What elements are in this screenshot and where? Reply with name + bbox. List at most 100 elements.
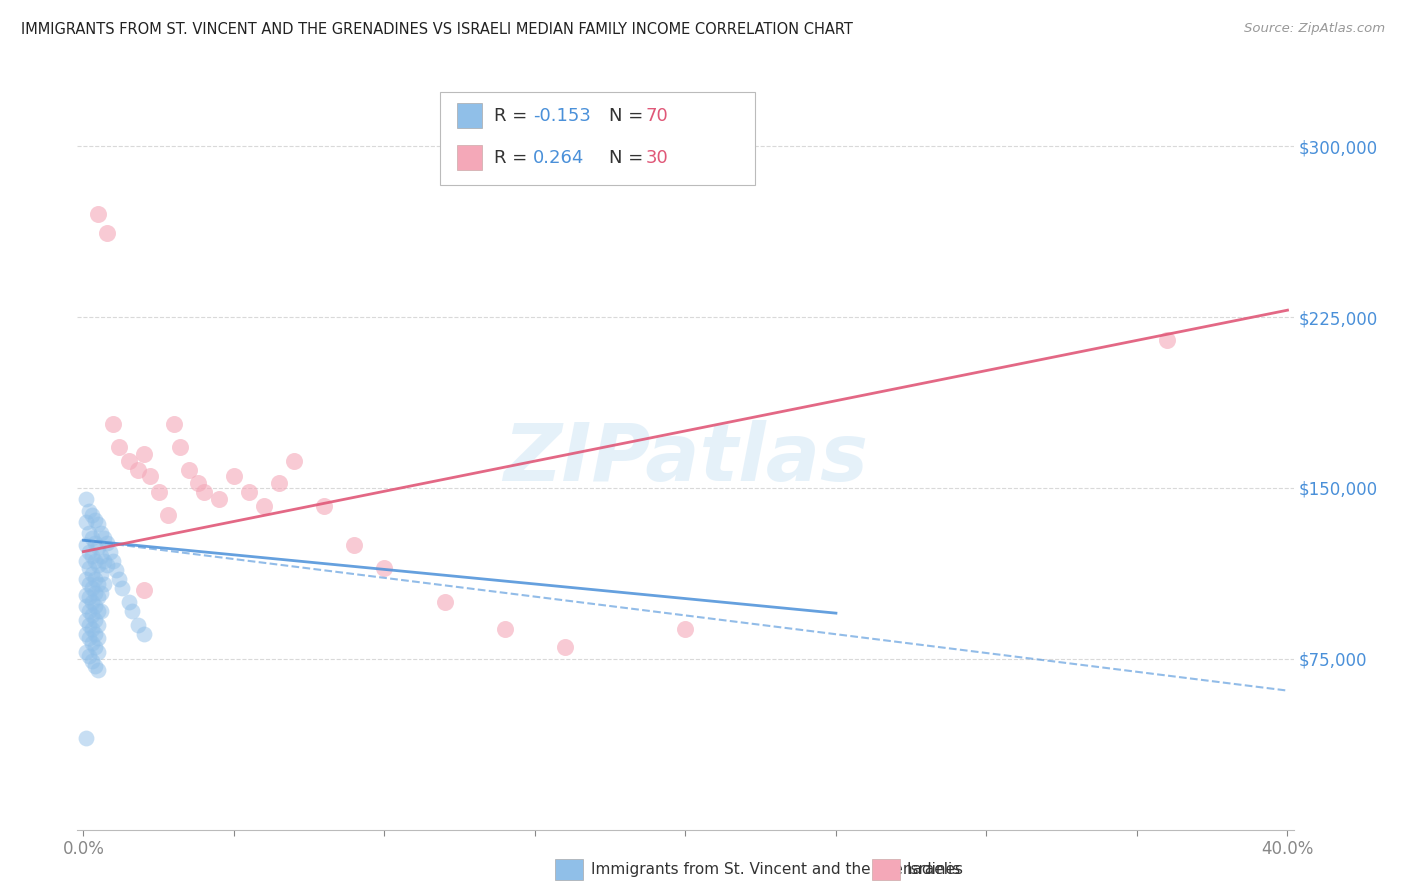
Point — [75, 492, 97, 507]
Point — [93, 554, 115, 568]
Point — [314, 499, 336, 513]
Point — [121, 604, 143, 618]
Point — [75, 515, 97, 529]
Point — [82, 622, 104, 636]
Point — [84, 640, 107, 655]
Point — [105, 563, 128, 577]
Point — [79, 631, 101, 645]
Point — [108, 572, 131, 586]
Point — [103, 554, 125, 568]
Point — [75, 613, 97, 627]
Point — [90, 549, 112, 564]
Point — [103, 417, 125, 431]
Point — [79, 560, 101, 574]
Text: Immigrants from St. Vincent and the Grenadines: Immigrants from St. Vincent and the Gren… — [591, 863, 963, 877]
Point — [87, 617, 110, 632]
Point — [90, 526, 112, 541]
Text: -0.153: -0.153 — [533, 107, 591, 125]
Point — [79, 649, 101, 664]
Text: N =: N = — [609, 107, 648, 125]
Point — [96, 558, 118, 573]
Point — [82, 654, 104, 668]
Point — [169, 440, 191, 454]
Point — [193, 485, 215, 500]
Point — [75, 645, 97, 659]
Point — [433, 595, 456, 609]
Text: ZIPatlas: ZIPatlas — [503, 420, 868, 499]
Point — [84, 626, 107, 640]
Point — [87, 631, 110, 645]
Point — [87, 645, 110, 659]
Text: Source: ZipAtlas.com: Source: ZipAtlas.com — [1244, 22, 1385, 36]
Point — [82, 608, 104, 623]
Point — [84, 585, 107, 599]
Point — [138, 469, 160, 483]
Text: N =: N = — [609, 149, 648, 167]
Point — [96, 535, 118, 549]
Point — [373, 560, 395, 574]
Point — [93, 531, 115, 545]
Point — [87, 558, 110, 573]
Point — [187, 476, 209, 491]
Point — [79, 617, 101, 632]
Point — [117, 453, 139, 467]
Point — [267, 476, 290, 491]
Point — [79, 576, 101, 591]
Point — [87, 540, 110, 554]
Point — [75, 538, 97, 552]
Point — [222, 469, 245, 483]
Point — [75, 554, 97, 568]
Point — [343, 538, 366, 552]
Point — [87, 604, 110, 618]
Point — [494, 622, 516, 636]
Point — [82, 581, 104, 595]
Point — [87, 663, 110, 677]
Point — [132, 447, 155, 461]
Point — [87, 207, 110, 221]
Text: R =: R = — [494, 149, 533, 167]
Point — [238, 485, 260, 500]
Point — [177, 462, 200, 476]
Point — [82, 531, 104, 545]
Point — [84, 599, 107, 614]
Point — [75, 731, 97, 746]
Point — [90, 567, 112, 582]
Text: Israelis: Israelis — [907, 863, 962, 877]
Point — [90, 585, 112, 599]
Point — [93, 576, 115, 591]
Text: 0.264: 0.264 — [533, 149, 585, 167]
Point — [87, 517, 110, 532]
Point — [117, 595, 139, 609]
Point — [132, 583, 155, 598]
Point — [87, 591, 110, 605]
Point — [283, 453, 305, 467]
Point — [132, 626, 155, 640]
Point — [84, 572, 107, 586]
Point — [82, 595, 104, 609]
Point — [96, 226, 118, 240]
Point — [84, 658, 107, 673]
Point — [82, 567, 104, 582]
Text: 30: 30 — [645, 149, 668, 167]
Point — [82, 549, 104, 564]
Text: R =: R = — [494, 107, 533, 125]
Point — [1156, 333, 1178, 347]
Point — [148, 485, 170, 500]
Point — [84, 513, 107, 527]
Point — [127, 462, 149, 476]
Point — [108, 440, 131, 454]
Point — [208, 492, 231, 507]
Point — [75, 599, 97, 614]
Point — [111, 581, 134, 595]
Point — [79, 526, 101, 541]
Point — [75, 588, 97, 602]
Point — [84, 535, 107, 549]
Point — [90, 604, 112, 618]
Point — [79, 503, 101, 517]
Point — [82, 636, 104, 650]
Point — [84, 613, 107, 627]
Point — [163, 417, 186, 431]
Point — [84, 554, 107, 568]
Point — [100, 544, 122, 558]
Point — [75, 572, 97, 586]
